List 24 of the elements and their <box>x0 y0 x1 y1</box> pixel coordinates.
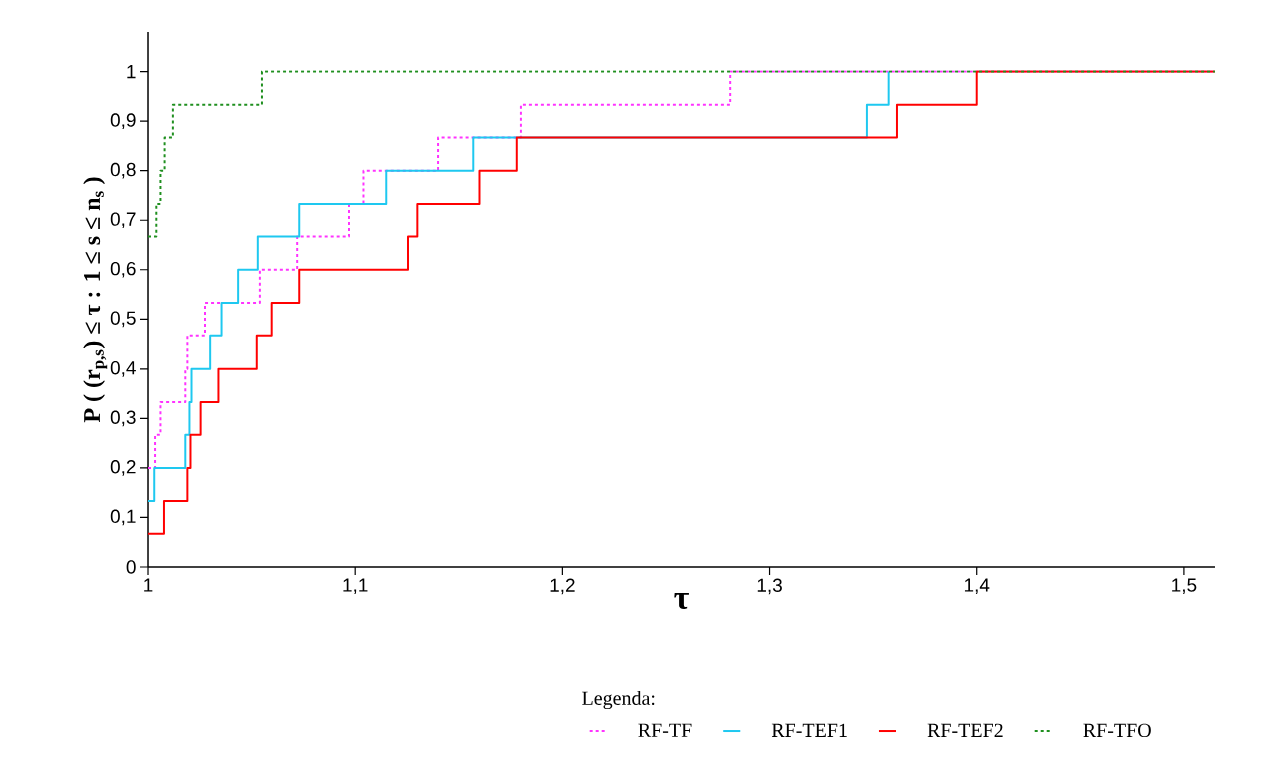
y-tick-label: 0,3 <box>110 410 136 427</box>
y-tick-label: 0,8 <box>110 162 136 179</box>
legend-label: RF-TEF2 <box>927 723 1003 737</box>
x-tick-label: 1,1 <box>343 578 368 595</box>
y-tick-label: 0,6 <box>110 261 136 278</box>
legend-label: RF-TEF1 <box>771 723 847 737</box>
x-tick-label: 1,2 <box>550 578 575 595</box>
y-tick-label: 0,7 <box>110 212 136 229</box>
y-tick-label: 0,1 <box>110 509 136 526</box>
y-tick-label: 1 <box>127 65 136 79</box>
y-tick-label: 0,9 <box>110 113 136 129</box>
y-axis-title: P ( (r$_{p,s}$) ≤ τ : 1 ≤ s ≤ n$_{s}$ ) <box>83 177 108 423</box>
x-tick-label: 1,4 <box>964 578 990 595</box>
legend-title: Legenda: <box>582 690 655 710</box>
y-tick-label: 0,2 <box>110 460 136 476</box>
x-tick-label: 1,5 <box>1172 578 1197 595</box>
y-tick-label: 0 <box>126 560 136 574</box>
x-tick-label: 1,3 <box>757 578 782 595</box>
legend-label: RF-TFO <box>1083 723 1151 738</box>
x-tick-label: 1 <box>144 578 153 592</box>
legend-label: RF-TF <box>638 723 692 737</box>
y-tick-label: 0,5 <box>110 311 136 328</box>
x-axis-title: τ <box>674 593 689 610</box>
y-tick-label: 0,4 <box>110 360 136 377</box>
